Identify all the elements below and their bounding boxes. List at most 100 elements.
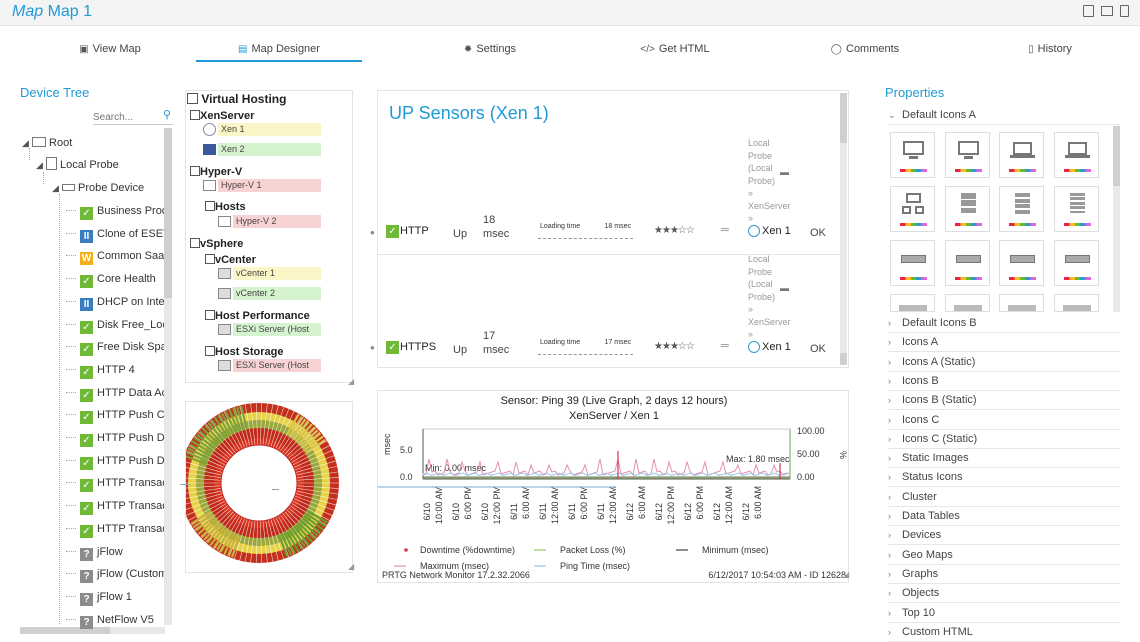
tree-node-device[interactable]: ◢ Probe Device bbox=[52, 182, 145, 194]
icon-tile[interactable] bbox=[890, 132, 935, 178]
icon-tile[interactable] bbox=[890, 186, 935, 232]
sunburst-segment[interactable] bbox=[192, 513, 214, 529]
sunburst-segment[interactable] bbox=[295, 423, 313, 443]
sunburst-segment[interactable] bbox=[292, 500, 330, 521]
sunburst-segment[interactable] bbox=[219, 531, 233, 553]
mail-icon[interactable] bbox=[1101, 6, 1113, 16]
tree-sensor-item[interactable]: ✓ HTTP Push Da bbox=[66, 452, 164, 470]
sunburst-segment[interactable] bbox=[265, 520, 274, 562]
export-icon[interactable] bbox=[1083, 5, 1094, 17]
star-filled-icon[interactable]: ★ bbox=[669, 225, 679, 236]
search-input[interactable] bbox=[93, 109, 155, 126]
sunburst-segment[interactable] bbox=[250, 403, 256, 446]
sunburst-segment[interactable] bbox=[236, 406, 245, 430]
sunburst-segment[interactable] bbox=[206, 524, 224, 544]
tree-sensor-item[interactable]: ✓ Core Health bbox=[66, 270, 164, 289]
sensors-scrollbar-down[interactable] bbox=[840, 353, 847, 365]
props-section-open[interactable]: ⌄ Default Icons A bbox=[888, 106, 1120, 125]
tree-hscrollbar-thumb[interactable] bbox=[20, 627, 110, 634]
sunburst-segment[interactable] bbox=[216, 529, 231, 551]
tab-get-html[interactable]: </> Get HTML bbox=[605, 38, 745, 62]
sunburst-segment[interactable] bbox=[180, 466, 222, 476]
sunburst-segment[interactable] bbox=[297, 426, 316, 445]
props-section[interactable]: › Default Icons B bbox=[888, 314, 1120, 333]
sunburst-segment[interactable] bbox=[295, 460, 336, 473]
sensor-device[interactable]: Xen 1 bbox=[762, 341, 791, 353]
star-empty-icon[interactable]: ☆ bbox=[685, 225, 695, 236]
tab-comments[interactable]: ◯ Comments bbox=[795, 38, 935, 62]
star-filled-icon[interactable]: ★ bbox=[654, 225, 663, 236]
sunburst-segment[interactable] bbox=[189, 443, 211, 457]
search-icon[interactable]: ⚲ bbox=[162, 109, 171, 121]
sunburst-segment[interactable] bbox=[296, 471, 339, 479]
sunburst-segment[interactable] bbox=[183, 495, 224, 511]
vh-group-xenserver[interactable]: XenServer bbox=[190, 110, 254, 122]
sunburst-segment[interactable] bbox=[303, 515, 324, 531]
sunburst-segment[interactable] bbox=[207, 421, 224, 441]
tree-node-probe[interactable]: ◢ Local Probe bbox=[36, 157, 119, 171]
sunburst-segment[interactable] bbox=[295, 493, 336, 506]
sunburst-segment[interactable] bbox=[296, 466, 338, 476]
sunburst-segment[interactable] bbox=[239, 519, 251, 561]
icon-tile[interactable] bbox=[945, 132, 990, 178]
tab-settings[interactable]: ✹ Settings bbox=[420, 38, 560, 62]
sunburst-segment[interactable] bbox=[182, 493, 223, 506]
star-empty-icon[interactable]: ☆ bbox=[677, 225, 687, 236]
vh-group-host-storage[interactable]: Host Storage bbox=[205, 346, 283, 358]
sunburst-segment[interactable] bbox=[303, 435, 324, 451]
sunburst-segment[interactable] bbox=[262, 403, 268, 446]
vh-host-hyperv1[interactable]: Hyper-V 1 bbox=[218, 179, 321, 192]
vh-host-hyperv2[interactable]: Hyper-V 2 bbox=[233, 215, 321, 228]
vh-group-host-performance[interactable]: Host Performance bbox=[205, 310, 310, 322]
sunburst-segment[interactable] bbox=[295, 523, 313, 543]
props-section[interactable]: › Status Icons bbox=[888, 468, 1120, 488]
resize-handle-icon[interactable]: ◢ bbox=[843, 570, 850, 579]
sunburst-segment[interactable] bbox=[305, 512, 326, 527]
vh-group-hyperv[interactable]: Hyper-V bbox=[190, 166, 242, 178]
sunburst-segment[interactable] bbox=[190, 510, 212, 525]
sunburst-segment[interactable] bbox=[286, 414, 300, 436]
sunburst-segment[interactable] bbox=[244, 404, 253, 446]
props-section[interactable]: › Top 10 bbox=[888, 604, 1120, 623]
sunburst-segment[interactable] bbox=[283, 532, 296, 554]
priority-stars[interactable]: ★★★☆☆ bbox=[654, 341, 695, 352]
sunburst-segment[interactable] bbox=[262, 520, 268, 563]
sunburst-segment[interactable] bbox=[187, 447, 210, 460]
props-section[interactable]: › Custom HTML bbox=[888, 623, 1120, 642]
sunburst-segment[interactable] bbox=[297, 521, 316, 540]
vh-host-vcenter1[interactable]: vCenter 1 bbox=[233, 267, 321, 280]
sunburst-segment[interactable] bbox=[291, 527, 307, 548]
sunburst-segment[interactable] bbox=[296, 477, 339, 481]
sunburst-segment[interactable] bbox=[233, 519, 248, 560]
sunburst-segment[interactable] bbox=[212, 528, 228, 549]
sunburst-segment[interactable] bbox=[230, 535, 241, 558]
tree-sensor-item[interactable]: II Clone of ESET bbox=[66, 225, 164, 243]
sunburst-segment[interactable] bbox=[213, 416, 229, 438]
sunburst-segment[interactable] bbox=[301, 432, 322, 449]
tree-sensor-item[interactable]: ✓ HTTP 4 bbox=[66, 361, 164, 379]
expand-icon[interactable]: ◢ bbox=[52, 183, 59, 193]
icon-tile[interactable] bbox=[999, 240, 1044, 286]
icon-tile[interactable] bbox=[890, 294, 935, 312]
icon-tile[interactable] bbox=[1054, 294, 1099, 312]
sunburst-segment[interactable] bbox=[191, 440, 213, 455]
props-section[interactable]: › Geo Maps bbox=[888, 546, 1120, 565]
sunburst-segment[interactable] bbox=[204, 424, 222, 443]
tree-sensor-item[interactable]: ? jFlow (Custom bbox=[66, 565, 164, 584]
sunburst-segment[interactable] bbox=[293, 498, 333, 516]
sunburst-segment[interactable] bbox=[275, 410, 295, 449]
sunburst-segment[interactable] bbox=[195, 515, 215, 532]
icon-tile[interactable] bbox=[945, 294, 990, 312]
sensor-row[interactable]: ✓ HTTP Up 18 msec Loading time 18 msec ★★★☆☆ ═ Lo… bbox=[378, 137, 838, 251]
props-section[interactable]: › Icons C bbox=[888, 411, 1120, 430]
icon-tile[interactable] bbox=[1054, 132, 1099, 178]
icon-tile[interactable] bbox=[999, 294, 1044, 312]
sunburst-segment[interactable] bbox=[188, 500, 226, 521]
vh-group-hosts[interactable]: Hosts bbox=[205, 201, 246, 213]
sunburst-graphic[interactable]: — bbox=[179, 402, 354, 574]
sunburst-segment[interactable] bbox=[255, 403, 258, 446]
sunburst-segment[interactable] bbox=[185, 451, 208, 463]
sunburst-segment[interactable] bbox=[209, 526, 226, 546]
tree-node-root[interactable]: ◢ Root bbox=[22, 137, 73, 149]
props-section[interactable]: › Objects bbox=[888, 584, 1120, 604]
